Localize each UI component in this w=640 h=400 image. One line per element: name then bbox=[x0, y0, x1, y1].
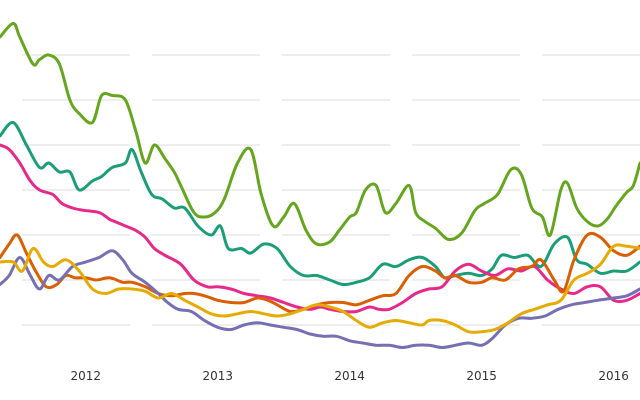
series-line-2 bbox=[0, 120, 640, 287]
grid-lines bbox=[0, 54, 640, 326]
x-tick-label-2014: 2014 bbox=[334, 369, 365, 383]
x-tick-label-2013: 2013 bbox=[202, 369, 233, 383]
series-lines bbox=[0, 22, 640, 349]
x-tick-label-2015: 2015 bbox=[466, 369, 497, 383]
x-axis-tick-labels: 2012 2013 2014 2015 2016 bbox=[70, 369, 628, 383]
x-tick-label-2016: 2016 bbox=[598, 369, 629, 383]
series-line-6 bbox=[0, 243, 640, 334]
series-line-5 bbox=[0, 249, 640, 349]
x-tick-label-2012: 2012 bbox=[70, 369, 101, 383]
series-line-3 bbox=[0, 143, 640, 314]
series-line-1 bbox=[0, 22, 640, 247]
